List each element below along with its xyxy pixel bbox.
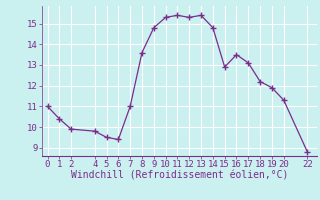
X-axis label: Windchill (Refroidissement éolien,°C): Windchill (Refroidissement éolien,°C) bbox=[70, 171, 288, 181]
